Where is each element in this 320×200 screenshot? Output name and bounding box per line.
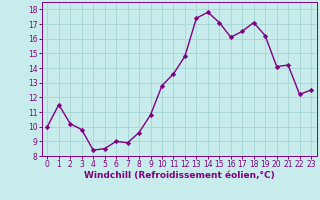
X-axis label: Windchill (Refroidissement éolien,°C): Windchill (Refroidissement éolien,°C) — [84, 171, 275, 180]
